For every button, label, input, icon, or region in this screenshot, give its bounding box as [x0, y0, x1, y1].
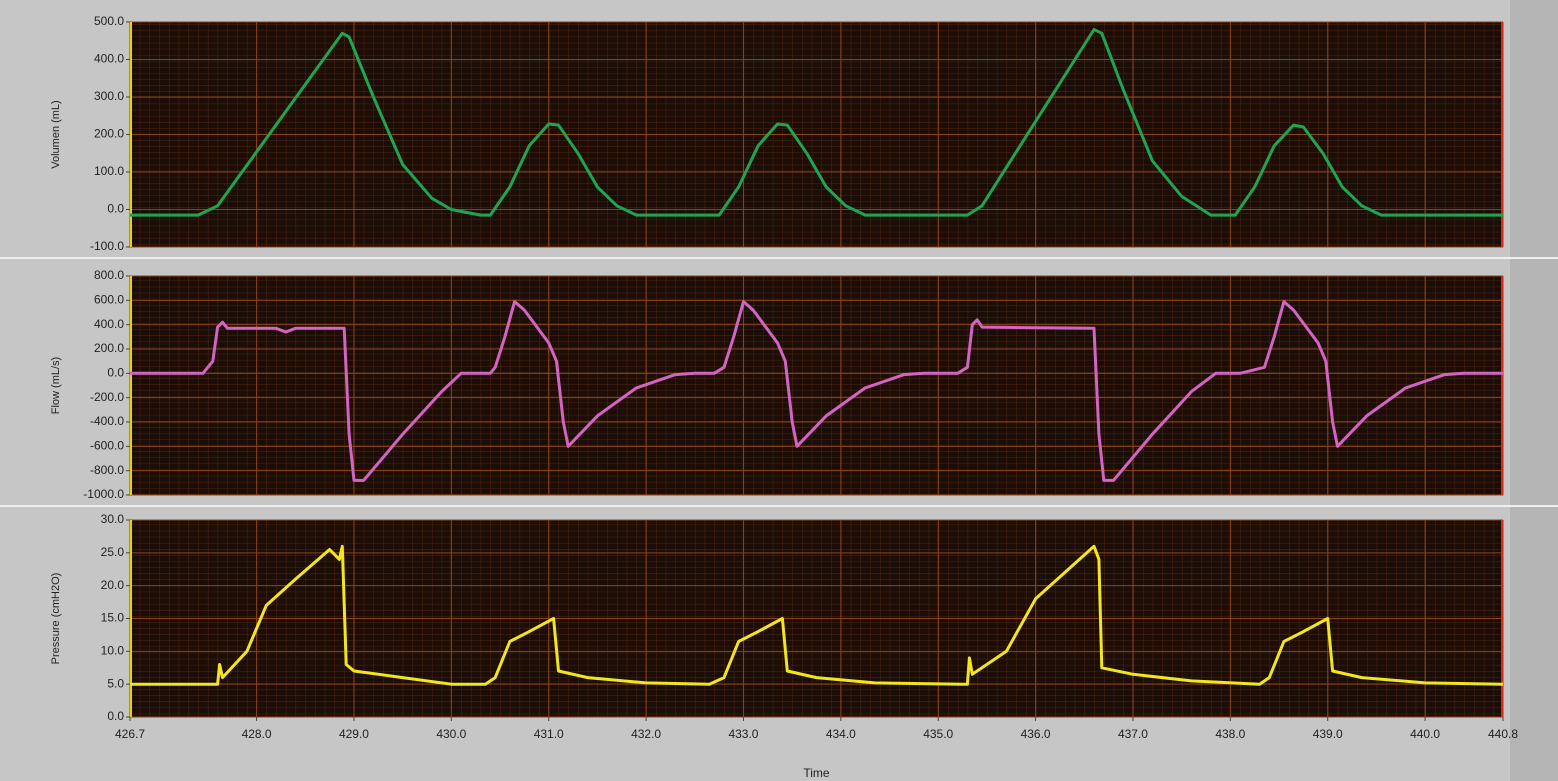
- data-line: [130, 544, 1504, 686]
- x-axis-label: Time: [803, 766, 830, 780]
- y-tick-label: 15.0: [101, 611, 125, 625]
- y-tick-label: 400.0: [94, 52, 124, 66]
- y-tick-label: 600.0: [94, 293, 124, 307]
- plot-area: [130, 276, 1503, 495]
- y-tick-label: 500.0: [94, 14, 124, 28]
- x-tick-label: 434.0: [826, 727, 856, 741]
- x-tick-label: 431.0: [534, 727, 564, 741]
- x-tick-label: 440.0: [1410, 727, 1440, 741]
- x-tick-label: 436.0: [1021, 727, 1051, 741]
- x-tick-label: 435.0: [923, 727, 953, 741]
- y-tick-label: 100.0: [94, 164, 124, 178]
- y-tick-label: -400.0: [90, 414, 124, 428]
- x-tick-label: 433.0: [728, 727, 758, 741]
- data-line: [130, 300, 1503, 482]
- y-axis-label: Pressure (cmH2O): [50, 573, 62, 665]
- y-tick-label: -200.0: [90, 390, 124, 404]
- y-tick-label: 0.0: [107, 709, 124, 723]
- x-tick-label: 430.0: [436, 727, 466, 741]
- x-tick-label: 432.0: [631, 727, 661, 741]
- y-tick-label: 10.0: [101, 644, 125, 658]
- y-tick-label: 300.0: [94, 89, 124, 103]
- y-tick-label: -1000.0: [83, 487, 124, 501]
- x-tick-label: 438.0: [1215, 727, 1245, 741]
- y-tick-label: 400.0: [94, 317, 124, 331]
- x-tick-label: 429.0: [339, 727, 369, 741]
- y-tick-label: 30.0: [101, 512, 125, 526]
- y-tick-label: 5.0: [107, 676, 124, 690]
- y-axis-label: Flow (mL/s): [50, 357, 62, 414]
- x-tick-label: 440.8: [1488, 727, 1518, 741]
- y-tick-label: 200.0: [94, 127, 124, 141]
- x-tick-label: 426.7: [115, 727, 145, 741]
- y-tick-label: 800.0: [94, 268, 124, 282]
- y-tick-label: 200.0: [94, 341, 124, 355]
- y-tick-label: -800.0: [90, 463, 124, 477]
- y-tick-label: 0.0: [107, 366, 124, 380]
- y-tick-label: 20.0: [101, 578, 125, 592]
- y-tick-label: 0.0: [107, 202, 124, 216]
- y-tick-label: -600.0: [90, 439, 124, 453]
- x-tick-label: 437.0: [1118, 727, 1148, 741]
- x-tick-label: 439.0: [1313, 727, 1343, 741]
- y-tick-label: -100.0: [90, 239, 124, 253]
- y-tick-label: 25.0: [101, 545, 125, 559]
- x-tick-label: 428.0: [242, 727, 272, 741]
- y-axis-label: Volumen (mL): [50, 100, 62, 168]
- data-line: [130, 28, 1503, 217]
- side-strip: [1510, 0, 1558, 781]
